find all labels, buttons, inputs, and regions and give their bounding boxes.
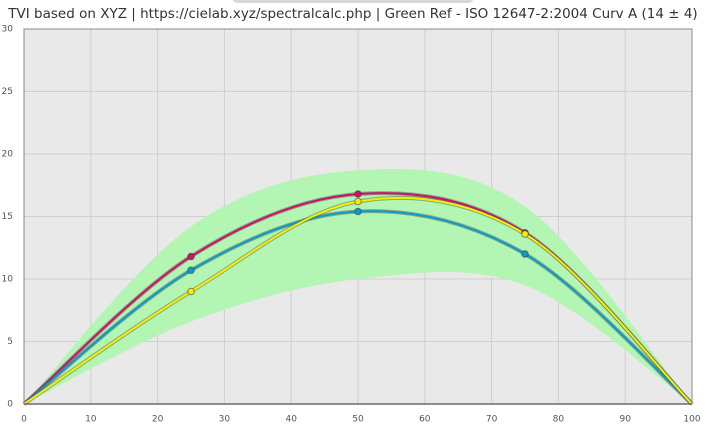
y-tick-label: 25: [2, 87, 13, 97]
x-tick-label: 10: [85, 415, 97, 425]
x-tick-label: 60: [419, 415, 431, 425]
data-point: [521, 250, 529, 258]
data-point: [187, 252, 195, 261]
x-tick-label: 100: [683, 415, 700, 425]
data-point: [354, 197, 362, 206]
data-point: [354, 190, 362, 198]
top-tab: [232, 0, 474, 3]
y-tick-label: 10: [2, 275, 14, 285]
plot-frame: [23, 28, 693, 405]
y-tick-label: 5: [7, 337, 13, 347]
x-tick-label: 50: [352, 415, 364, 425]
data-point: [521, 230, 529, 238]
y-tick-label: 20: [2, 150, 14, 160]
tolerance-band: [24, 168, 692, 404]
y-tick-label: 0: [7, 400, 13, 410]
x-tick-label: 0: [21, 415, 27, 425]
x-tick-label: 70: [486, 415, 498, 425]
x-tick-label: 30: [219, 415, 231, 425]
plot-layer: 0 5 10 15 20 25 30 0 10 20 30 40 50 60 70 80 90 100: [2, 25, 701, 425]
x-tick-label: 90: [619, 415, 631, 425]
x-tick-label: 40: [285, 415, 297, 425]
x-tick-label: 20: [152, 415, 164, 425]
x-tick-label: 80: [553, 415, 565, 425]
data-point: [187, 287, 195, 296]
data-point: [187, 266, 195, 275]
y-tick-label: 15: [2, 212, 13, 222]
chart-title: TVI based on XYZ | https://cielab.xyz/sp…: [7, 6, 697, 22]
data-point: [354, 207, 362, 216]
y-tick-label: 30: [2, 25, 14, 35]
